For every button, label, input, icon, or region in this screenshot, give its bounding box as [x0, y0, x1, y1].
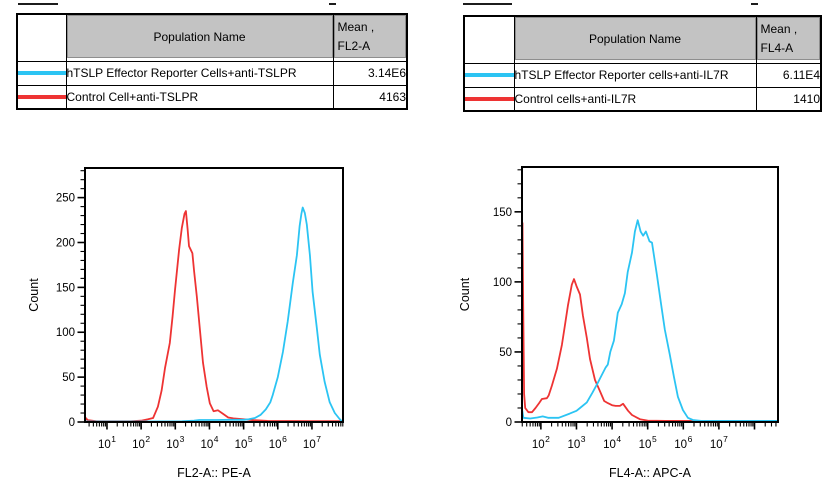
header-cell: Population Name	[513, 15, 757, 64]
header-cell: Population Name	[65, 13, 334, 62]
population-name: hTSLP Effector Reporter cells+anti-IL7R	[513, 62, 757, 88]
histogram-curve-red	[522, 222, 778, 422]
y-tick-label: 100	[493, 277, 512, 289]
y-tick-label: 150	[56, 282, 75, 294]
x-axis-title: FL4-A:: APC-A	[609, 466, 692, 480]
x-tick-label: 104	[200, 434, 218, 451]
y-tick-label: 0	[69, 417, 75, 429]
mean-value: 4163	[332, 84, 408, 110]
population-table-fl2: Population Name Mean , FL2-A hTSLP Effec…	[16, 13, 408, 110]
mean-value: 1410	[755, 86, 822, 112]
x-axis-title: FL2-A:: PE-A	[177, 466, 251, 480]
histogram-curve-red	[85, 210, 343, 422]
series-swatch-red	[18, 94, 65, 99]
x-tick-label: 102	[532, 434, 550, 451]
x-tick-label: 104	[603, 434, 621, 451]
x-tick-label: 101	[98, 434, 116, 451]
mean-header-line2: FL4-A	[760, 41, 794, 55]
x-tick-label: 105	[235, 434, 253, 451]
plot-box	[84, 167, 344, 423]
mean-header: Mean , FL2-A	[334, 15, 406, 58]
mean-header-line2: FL2-A	[337, 39, 371, 53]
y-tick-label: 50	[62, 372, 75, 384]
population-name: Control Cell+anti-TSLPR	[65, 84, 334, 110]
y-axis-title: Count	[27, 278, 41, 312]
population-table-fl4: Population Name Mean , FL4-A hTSLP Effec…	[463, 15, 822, 112]
swatch-header-cell	[463, 15, 515, 64]
swatch-cell	[16, 60, 67, 86]
population-name: Control cells+anti-IL7R	[513, 86, 757, 112]
swatch-cell	[463, 86, 515, 112]
cropped-row-artifact	[18, 3, 58, 5]
x-tick-label: 106	[674, 434, 692, 451]
y-tick-label: 200	[56, 237, 75, 249]
histogram-curve-cyan	[522, 219, 778, 422]
y-tick-label: 150	[493, 207, 512, 219]
y-tick-label: 250	[56, 193, 75, 205]
y-tick-label: 50	[499, 347, 512, 359]
cropped-row-artifact	[751, 3, 758, 5]
histogram-curve-cyan	[85, 206, 343, 422]
population-name-header: Population Name	[515, 17, 755, 60]
header-cell: Mean , FL2-A	[332, 13, 408, 62]
x-tick-label: 106	[269, 434, 287, 451]
population-name-header: Population Name	[67, 15, 332, 58]
series-swatch-red	[465, 96, 513, 101]
series-swatch-cyan	[465, 73, 513, 77]
series-swatch-cyan	[18, 71, 65, 75]
x-tick-label: 107	[303, 434, 321, 451]
y-tick-label: 100	[56, 327, 75, 339]
table-row: hTSLP Effector Reporter cells+anti-IL7R …	[463, 62, 822, 88]
x-tick-label: 103	[166, 434, 184, 451]
x-tick-label: 107	[710, 434, 728, 451]
plot-box	[521, 166, 779, 423]
mean-header-line1: Mean ,	[337, 20, 375, 34]
table-row: Control cells+anti-IL7R 1410	[463, 86, 822, 112]
cropped-row-artifact	[463, 3, 512, 5]
cropped-row-artifact	[329, 3, 336, 5]
x-tick-label: 102	[132, 434, 150, 451]
y-axis-title: Count	[458, 277, 472, 311]
plot-left: 101 102 103 104 105 106 107 0 50 100 150 200 250 FL2-…	[27, 167, 344, 480]
x-tick-label: 105	[639, 434, 657, 451]
header-cell: Mean , FL4-A	[755, 15, 822, 64]
mean-value: 3.14E6	[332, 60, 408, 86]
x-tick-label: 103	[567, 434, 585, 451]
table-row: Control Cell+anti-TSLPR 4163	[16, 84, 408, 110]
y-tick-label: 0	[506, 417, 512, 429]
mean-header-line1: Mean ,	[760, 22, 798, 36]
mean-header: Mean , FL4-A	[757, 17, 820, 60]
